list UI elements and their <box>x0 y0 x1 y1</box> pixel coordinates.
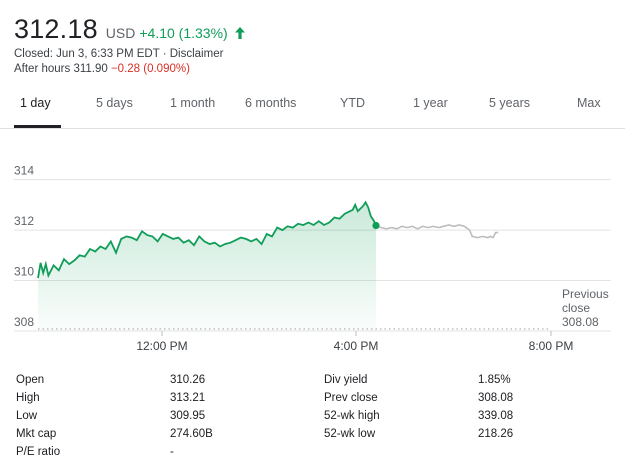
stat-label: Open <box>16 374 45 386</box>
stat-label: 52-wk high <box>324 410 380 422</box>
closed-status: Closed: Jun 3, 6:33 PM EDT · Disclaimer <box>14 48 224 60</box>
tab-6-months[interactable]: 6 months <box>245 96 297 110</box>
x-tick-label: 12:00 PM <box>136 339 187 353</box>
quote-header: 312.18 USD +4.10 (1.33%) <box>14 14 247 45</box>
x-axis-labels: 12:00 PM 4:00 PM 8:00 PM <box>136 331 573 353</box>
current-price-marker <box>372 221 380 230</box>
previous-close-text: close <box>562 301 590 315</box>
stat-value: 339.08 <box>478 410 514 422</box>
price-change: +4.10 (1.33%) <box>139 25 228 41</box>
previous-close-text: Previous <box>562 287 609 301</box>
stat-value: 310.26 <box>170 374 206 386</box>
stat-value: 1.85% <box>478 374 511 386</box>
stats-row: Open 310.26 Div yield 1.85% <box>16 374 616 392</box>
tab-5-days[interactable]: 5 days <box>96 96 133 110</box>
stat-label: Mkt cap <box>16 428 57 440</box>
tab-1-month[interactable]: 1 month <box>170 96 216 110</box>
stats-row: Low 309.95 52-wk high 339.08 <box>16 410 616 428</box>
y-tick-label: 308 <box>14 315 34 329</box>
stat-label: Low <box>16 410 38 422</box>
current-price: 312.18 <box>14 14 98 44</box>
stat-value: 313.21 <box>170 392 206 404</box>
stat-value: 218.26 <box>478 428 514 440</box>
stat-value: - <box>170 446 174 458</box>
x-tick-label: 4:00 PM <box>334 339 379 353</box>
x-tick-label: 8:00 PM <box>529 339 574 353</box>
range-tabs: 1 day 5 days 1 month 6 months YTD 1 year… <box>0 92 625 129</box>
regular-session-area <box>38 202 376 331</box>
stat-label: Prev close <box>324 392 378 404</box>
regular-session-line-series <box>37 200 377 279</box>
active-tab-indicator <box>14 125 61 128</box>
after-hours-change: −0.28 (0.090%) <box>110 63 190 75</box>
stat-label: P/E ratio <box>16 446 61 458</box>
stats-row: Mkt cap 274.60B 52-wk low 218.26 <box>16 428 616 446</box>
tab-max[interactable]: Max <box>577 96 601 110</box>
tab-1-day[interactable]: 1 day <box>20 96 51 110</box>
tab-5-years[interactable]: 5 years <box>489 96 530 110</box>
y-axis-labels: 314 312 310 308 <box>14 164 34 329</box>
previous-close-text: 308.08 <box>562 315 599 329</box>
stat-value: 274.60B <box>170 428 213 440</box>
after-hours-line-series <box>375 224 499 239</box>
currency-label: USD <box>105 25 136 41</box>
tab-1-year[interactable]: 1 year <box>413 96 448 110</box>
stat-value: 309.95 <box>170 410 206 422</box>
arrow-up-icon <box>233 26 247 40</box>
after-hours-line: After hours 311.90 −0.28 (0.090%) <box>14 63 190 75</box>
stats-row: High 313.21 Prev close 308.08 <box>16 392 616 410</box>
y-tick-label: 310 <box>14 265 34 279</box>
stats-row: P/E ratio - <box>16 446 616 464</box>
y-tick-label: 314 <box>14 164 34 178</box>
stat-label: 52-wk low <box>324 428 376 440</box>
after-hours-label: After hours 311.90 <box>14 63 108 75</box>
tab-ytd[interactable]: YTD <box>340 96 365 110</box>
stat-value: 308.08 <box>478 392 514 404</box>
stat-label: Div yield <box>324 374 368 386</box>
price-chart[interactable]: 314 312 310 308 12:00 PM 4:00 PM 8:00 PM Prev… <box>0 140 625 365</box>
y-tick-label: 312 <box>14 214 34 228</box>
stat-label: High <box>16 392 40 404</box>
